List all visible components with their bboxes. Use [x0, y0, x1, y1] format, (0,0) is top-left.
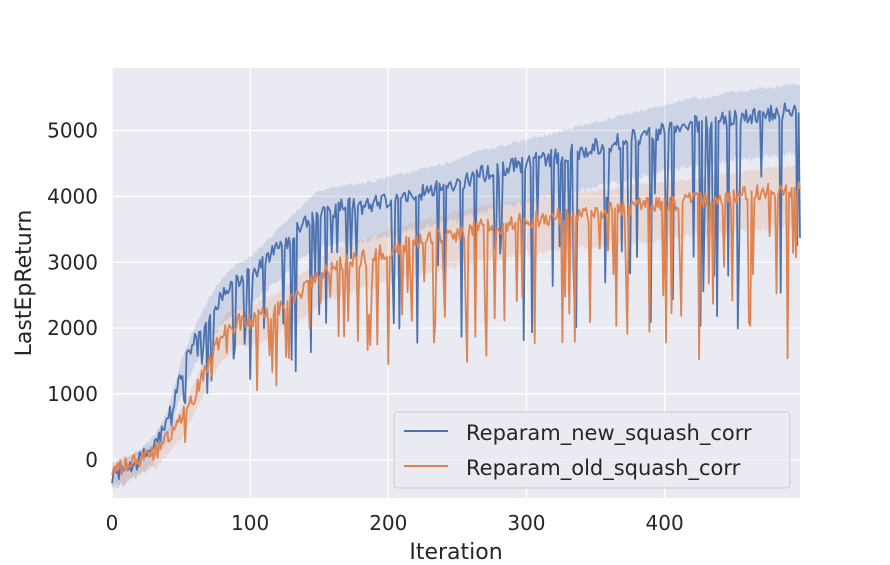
legend-box [393, 411, 791, 489]
series-line-1 [111, 180, 801, 476]
legend-label-series-1: Reparam_old_squash_corr [466, 456, 741, 481]
y-tick-label-3: 3000 [47, 250, 98, 274]
y-axis-label: LastEpReturn [12, 210, 37, 357]
y-tick-label-4: 4000 [47, 184, 98, 208]
x-tick-label-3: 300 [507, 511, 545, 535]
y-tick-label-1: 1000 [47, 382, 98, 406]
legend: Reparam_new_squash_corr Reparam_old_squa… [393, 411, 791, 489]
series-lines [111, 102, 801, 484]
y-tick-labels: 0 1000 2000 3000 4000 5000 [47, 119, 98, 472]
x-tick-label-4: 400 [646, 511, 684, 535]
x-tick-labels: 0 100 200 300 400 [106, 511, 684, 535]
legend-label-series-0: Reparam_new_squash_corr [466, 421, 752, 446]
y-tick-label-5: 5000 [47, 119, 98, 143]
series-line-0 [111, 102, 801, 484]
x-tick-label-1: 100 [231, 511, 269, 535]
x-tick-label-2: 200 [369, 511, 407, 535]
x-axis-label: Iteration [409, 540, 502, 561]
y-tick-label-0: 0 [85, 448, 98, 472]
y-tick-label-2: 2000 [47, 316, 98, 340]
x-tick-label-0: 0 [106, 511, 119, 535]
